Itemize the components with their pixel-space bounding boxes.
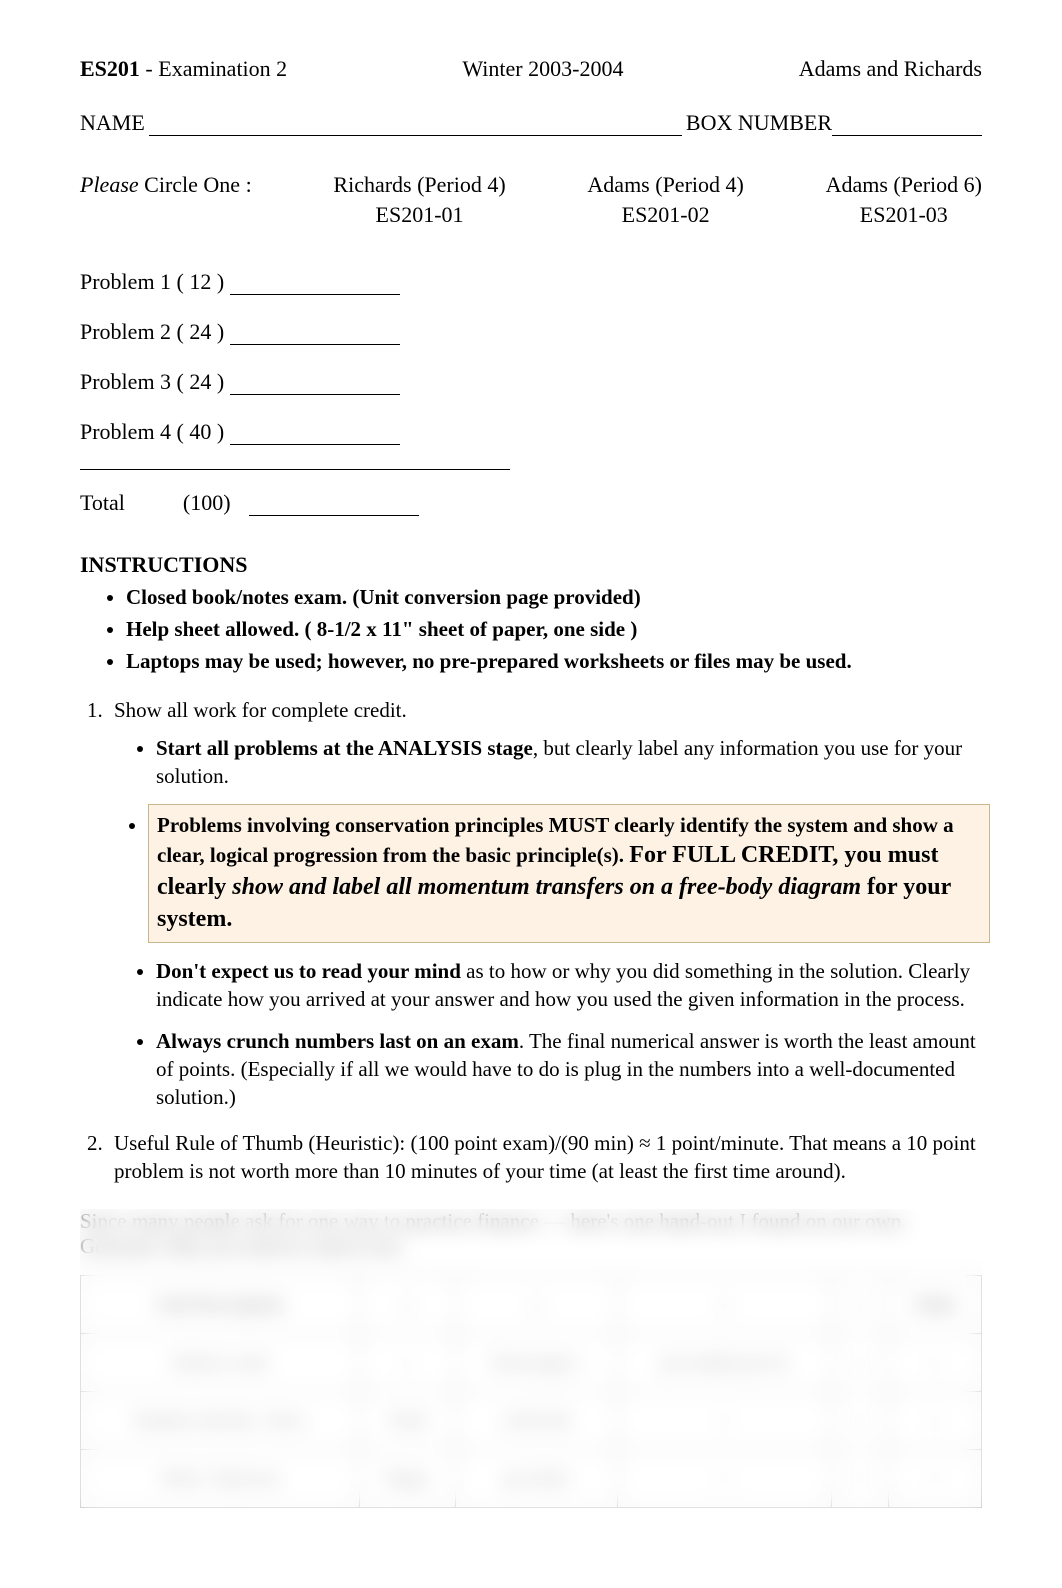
numbered-item-2: Useful Rule of Thumb (Heuristic): (100 p…	[108, 1129, 982, 1185]
circle-option-top: Richards (Period 4)	[333, 170, 505, 200]
circle-option-3[interactable]: Adams (Period 6) ES201-03	[826, 170, 982, 229]
instructions-heading: INSTRUCTIONS	[80, 552, 982, 578]
total-line: Total (100)	[80, 490, 982, 516]
circle-option-1[interactable]: Richards (Period 4) ES201-01	[333, 170, 505, 229]
problem-line-2: Problem 2 ( 24 )	[80, 319, 982, 345]
name-box-row: NAME BOX NUMBER	[80, 110, 982, 136]
header-dash: -	[140, 56, 158, 81]
table-cell: From page x	[455, 1334, 617, 1392]
table-cell: Surface work	[81, 1334, 360, 1392]
table-cell: Slug/s	[360, 1450, 456, 1508]
exam-page: ES201 - Examination 2 Winter 2003-2004 A…	[0, 0, 1062, 1588]
table-cell: Total	[360, 1392, 456, 1450]
table-cell: per sheet	[455, 1450, 617, 1508]
box-number-label: BOX NUMBER	[686, 110, 832, 136]
blurred-hint-line: Since many people ask for one way to pra…	[80, 1209, 982, 1259]
table-cell: —	[888, 1450, 981, 1508]
numbered-1-sublist: Start all problems at the ANALYSIS stage…	[114, 734, 982, 1111]
table-header-cell: —	[455, 1276, 617, 1334]
circle-option-bottom: ES201-03	[826, 200, 982, 230]
circle-option-top: Adams (Period 4)	[587, 170, 743, 200]
table-row: Surface work — From page x per student p…	[81, 1334, 982, 1392]
highlight-line3: show and label all momentum transfers on…	[232, 874, 861, 900]
numbered-list: Show all work for complete credit. Start…	[80, 696, 982, 1186]
blurred-table: Unit Description — — — — Value Surface w…	[80, 1275, 982, 1508]
problem-score-blank[interactable]	[230, 373, 400, 395]
table-cell: —	[832, 1334, 889, 1392]
total-points: (100)	[183, 490, 231, 516]
problem-score-blank[interactable]	[230, 273, 400, 295]
instruction-bullet: Help sheet allowed. ( 8-1/2 x 11" sheet …	[126, 616, 982, 644]
table-cell: —	[888, 1334, 981, 1392]
table-row: Work / flash test Slug/s per sheet — — —	[81, 1450, 982, 1508]
numbered-lead: Show all work for complete credit.	[114, 698, 407, 722]
problem-label: Problem 4 ( 40 )	[80, 419, 224, 445]
circle-prompt-italic: Please	[80, 172, 139, 197]
table-header-cell: —	[360, 1276, 456, 1334]
name-label: NAME	[80, 110, 145, 136]
table-header-row: Unit Description — — — — Value	[81, 1276, 982, 1334]
table-cell: —	[832, 1450, 889, 1508]
table-cell: at the lab	[455, 1392, 617, 1450]
box-number-blank[interactable]	[832, 114, 982, 136]
table-cell: —	[360, 1334, 456, 1392]
sub-bullet: Don't expect us to read your mind as to …	[156, 957, 982, 1013]
problem-label: Problem 1 ( 12 )	[80, 269, 224, 295]
table-cell: Student criterion / force	[81, 1392, 360, 1450]
problem-label: Problem 2 ( 24 )	[80, 319, 224, 345]
table-header-cell: Value	[888, 1276, 981, 1334]
problem-label: Problem 3 ( 24 )	[80, 369, 224, 395]
problem-line-1: Problem 1 ( 12 )	[80, 269, 982, 295]
instruction-bullet: Laptops may be used; however, no pre-pre…	[126, 648, 982, 676]
table-cell: Work / flash test	[81, 1450, 360, 1508]
course-code: ES201	[80, 56, 140, 81]
numbered-lead-prefix: Useful Rule of Thumb (Heuristic): (100 p…	[114, 1131, 639, 1155]
table-row: Student criterion / force Total at the l…	[81, 1392, 982, 1450]
sub-bold: Don't expect us to read your mind	[156, 959, 461, 983]
problem-total-rule	[80, 469, 510, 470]
sub-bullet-highlight: Problems involving conservation principl…	[148, 804, 990, 943]
total-score-blank[interactable]	[249, 494, 419, 516]
page-header: ES201 - Examination 2 Winter 2003-2004 A…	[80, 56, 982, 82]
sub-bullet: Always crunch numbers last on an exam. T…	[156, 1027, 982, 1111]
problem-line-3: Problem 3 ( 24 )	[80, 369, 982, 395]
table-cell: per student per hr	[618, 1334, 832, 1392]
instruction-bullets: Closed book/notes exam. (Unit conversion…	[80, 584, 982, 675]
circle-option-bottom: ES201-01	[333, 200, 505, 230]
problem-score-blank[interactable]	[230, 423, 400, 445]
table-cell: —	[618, 1450, 832, 1508]
table-header-cell: —	[618, 1276, 832, 1334]
table-header-cell: Unit Description	[81, 1276, 360, 1334]
header-authors: Adams and Richards	[799, 56, 982, 82]
problem-line-4: Problem 4 ( 40 )	[80, 419, 982, 445]
sub-bold: Start all problems at the ANALYSIS stage	[156, 736, 533, 760]
table-cell: —	[618, 1392, 832, 1450]
sub-bold: Always crunch numbers last on an exam	[156, 1029, 519, 1053]
problem-score-blank[interactable]	[230, 323, 400, 345]
exam-title: Examination 2	[158, 56, 287, 81]
table-cell: —	[888, 1392, 981, 1450]
sub-bullet: Start all problems at the ANALYSIS stage…	[156, 734, 982, 790]
blurred-region: Since many people ask for one way to pra…	[80, 1209, 982, 1508]
circle-option-top: Adams (Period 6)	[826, 170, 982, 200]
circle-one-row: Please Circle One : Richards (Period 4) …	[80, 170, 982, 229]
table-cell: —	[832, 1392, 889, 1450]
header-term: Winter 2003-2004	[287, 56, 799, 82]
circle-option-2[interactable]: Adams (Period 4) ES201-02	[587, 170, 743, 229]
table-header-cell: —	[832, 1276, 889, 1334]
circle-prompt-rest: Circle One :	[139, 172, 252, 197]
header-left: ES201 - Examination 2	[80, 56, 287, 82]
total-label: Total	[80, 490, 125, 516]
instruction-bullet: Closed book/notes exam. (Unit conversion…	[126, 584, 982, 612]
circle-option-bottom: ES201-02	[587, 200, 743, 230]
numbered-item-1: Show all work for complete credit. Start…	[108, 696, 982, 1112]
name-blank[interactable]	[149, 114, 682, 136]
approx-symbol: ≈	[639, 1131, 651, 1155]
circle-prompt: Please Circle One :	[80, 170, 252, 229]
